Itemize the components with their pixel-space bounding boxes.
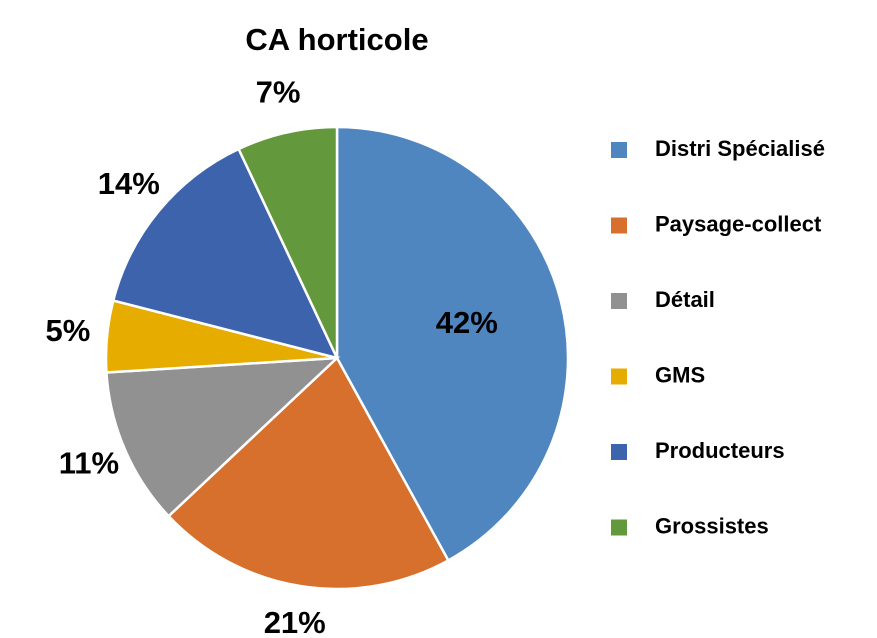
- pie-slice: [166, 355, 450, 591]
- legend-label: Paysage-collect: [655, 211, 822, 236]
- pie-slice: [105, 356, 341, 518]
- pie-slice: [236, 125, 339, 359]
- legend-swatch: [611, 519, 627, 536]
- data-label: 14%: [98, 166, 160, 201]
- pie-slice: [111, 147, 340, 360]
- data-label: 5%: [46, 313, 91, 348]
- legend-swatch: [611, 368, 627, 385]
- legend-label: Producteurs: [655, 438, 785, 463]
- legend-label: Distri Spécialisé: [655, 136, 825, 161]
- legend-label: Détail: [655, 287, 715, 312]
- legend-swatch: [611, 217, 627, 234]
- legend-swatch: [611, 293, 627, 309]
- chart-title: CA horticole: [245, 22, 428, 57]
- legend-label: Grossistes: [655, 513, 769, 538]
- data-label: 11%: [59, 446, 119, 481]
- data-label: 7%: [256, 74, 301, 109]
- data-label: 42%: [436, 305, 498, 340]
- data-label: 21%: [264, 605, 326, 638]
- legend-swatch: [611, 142, 627, 158]
- legend-label: GMS: [655, 362, 705, 387]
- legend-swatch: [611, 444, 627, 460]
- pie-slice: [335, 125, 570, 563]
